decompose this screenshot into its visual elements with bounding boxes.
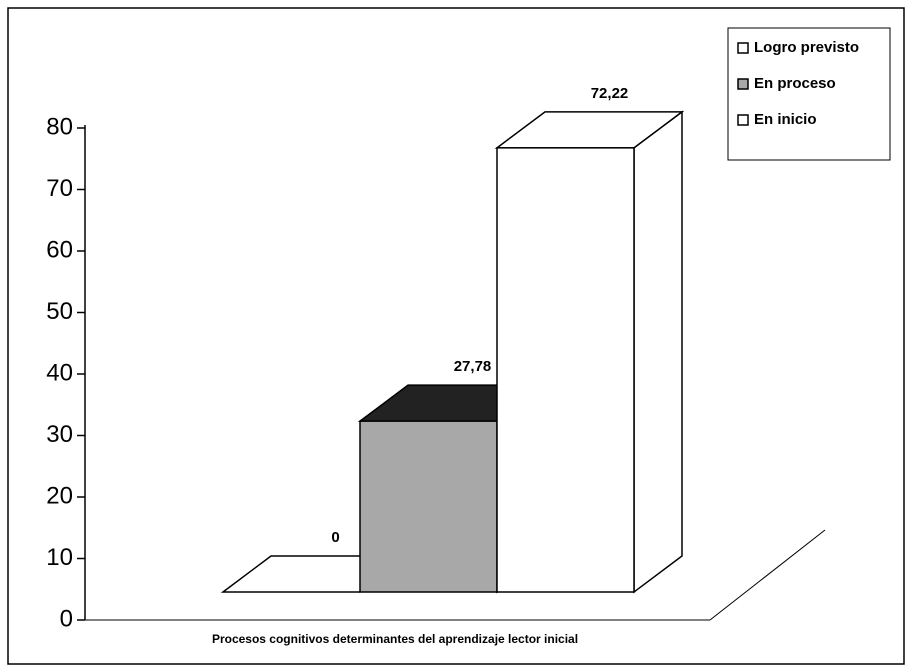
- y-tick-label: 20: [46, 482, 73, 509]
- value-label: 0: [331, 529, 339, 546]
- y-tick-label: 40: [46, 359, 73, 386]
- bar-front: [359, 420, 498, 593]
- legend-swatch: [737, 42, 749, 54]
- x-axis-label: Procesos cognitivos determinantes del ap…: [212, 632, 578, 646]
- legend-label: En inicio: [754, 111, 817, 128]
- legend-swatch: [737, 78, 749, 90]
- y-tick-label: 30: [46, 421, 73, 448]
- legend-label: En proceso: [754, 75, 836, 92]
- y-tick-label: 70: [46, 175, 73, 202]
- y-tick-label: 50: [46, 298, 73, 325]
- value-label: 27,78: [454, 358, 492, 375]
- legend-swatch: [737, 114, 749, 126]
- legend-box: [727, 27, 891, 161]
- y-tick-label: 0: [60, 605, 73, 632]
- y-tick-label: 10: [46, 544, 73, 571]
- bar-side: [633, 110, 683, 594]
- frame: [7, 7, 905, 665]
- y-tick-label: 60: [46, 236, 73, 263]
- value-label: 72,22: [591, 85, 629, 102]
- bar-front: [496, 147, 635, 593]
- bar: [494, 110, 685, 594]
- legend-label: Logro previsto: [754, 39, 859, 56]
- y-tick-label: 80: [46, 113, 73, 140]
- floor-right: [709, 529, 826, 621]
